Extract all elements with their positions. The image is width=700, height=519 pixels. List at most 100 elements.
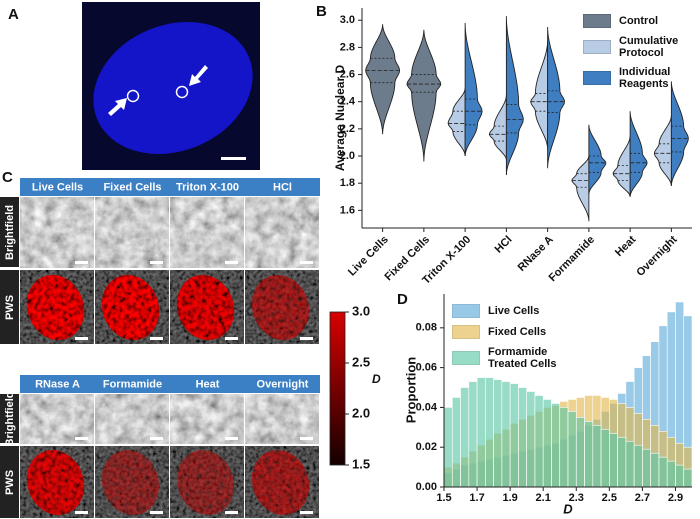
legend-entry: Individual Reagents <box>583 66 693 90</box>
histogram-bar <box>451 397 461 488</box>
roi-circle <box>126 89 140 103</box>
column-label: Triton X-100 <box>176 181 239 193</box>
violin <box>612 135 631 197</box>
x-tick-label: 2.7 <box>635 492 650 504</box>
scale-bar <box>300 437 313 440</box>
histogram-bar <box>675 464 685 488</box>
x-tick-label: Overnight <box>634 233 679 278</box>
y-tick-label: 0.04 <box>416 401 438 413</box>
y-tick-label: 1.8 <box>340 177 355 189</box>
histogram-bar <box>617 436 627 488</box>
legend: Live Cells Fixed Cells Formamide Treated C… <box>452 304 577 377</box>
histogram-bar <box>658 456 668 488</box>
column-label: Live Cells <box>32 181 83 193</box>
legend-label: Fixed Cells <box>488 326 547 338</box>
colorbar-tick-label: 2.0 <box>352 405 370 420</box>
x-tick-label: 2.3 <box>569 492 584 504</box>
nucleus-texture <box>101 450 160 515</box>
panel-label: C <box>2 169 13 186</box>
column-label: Overnight <box>257 378 309 390</box>
violin <box>670 81 689 186</box>
row-label-bg <box>0 197 19 267</box>
y-tick-label: 2.4 <box>340 96 356 108</box>
scale-bar <box>225 261 238 264</box>
scale-bar <box>300 511 313 514</box>
histogram-bar <box>526 391 536 488</box>
scale-bar <box>225 337 238 340</box>
x-tick-label: Heat <box>613 233 639 259</box>
violin <box>464 22 483 157</box>
scale-bar <box>150 511 163 514</box>
brightfield-image <box>170 394 244 444</box>
x-tick-label: 1.5 <box>436 492 451 504</box>
brightfield-image <box>245 394 319 444</box>
legend-swatch <box>583 14 611 28</box>
brightfield-image <box>245 197 319 268</box>
roi-circle <box>175 85 189 99</box>
violin <box>406 29 442 162</box>
histogram-bar <box>534 395 544 488</box>
brightfield-image <box>170 197 244 268</box>
legend-swatch <box>583 71 611 85</box>
row-label-bg <box>0 446 19 518</box>
scale-bar <box>225 511 238 514</box>
scale-bar <box>75 511 88 514</box>
scale-bar <box>150 261 163 264</box>
histogram-bar <box>592 425 602 488</box>
histogram-bar <box>575 417 585 488</box>
nucleus-texture <box>251 450 310 515</box>
histogram-bar <box>509 383 519 488</box>
panel-label: B <box>316 3 327 20</box>
nucleus-texture <box>26 450 85 515</box>
violin <box>653 115 672 186</box>
column-label: HCl <box>273 181 292 193</box>
scale-bar <box>150 437 163 440</box>
violin <box>488 94 507 161</box>
y-tick-label: 0.06 <box>416 362 437 374</box>
legend: Control Cumulative Protocol Individual Rea… <box>583 14 693 97</box>
brightfield-image <box>20 394 94 444</box>
histogram-bar <box>485 377 494 488</box>
arrow <box>189 65 208 86</box>
nucleus-texture <box>176 275 235 340</box>
panel-label: D <box>397 291 408 308</box>
histogram-bar <box>584 421 594 488</box>
row-label: Brightfield <box>4 392 16 447</box>
legend-swatch <box>452 325 480 339</box>
violin <box>447 88 466 157</box>
scale-bar <box>225 437 238 440</box>
legend-swatch <box>452 351 480 365</box>
image-grid: Live Cells Fixed Cells Triton X-100 HCl Brig… <box>0 178 320 518</box>
x-tick-label: Live Cells <box>346 234 391 279</box>
histogram-bar <box>683 468 693 488</box>
violin <box>365 24 401 135</box>
column-label: Heat <box>196 378 220 390</box>
nucleus-image <box>82 2 260 170</box>
histogram-bar <box>666 460 676 488</box>
violin <box>530 40 549 150</box>
brightfield-image <box>20 197 94 268</box>
x-tick-label: RNase A <box>516 234 556 274</box>
legend-entry: Live Cells <box>452 304 577 318</box>
histogram-bar <box>625 440 635 488</box>
y-tick-label: 1.6 <box>340 204 355 216</box>
x-axis-label: D <box>563 501 573 516</box>
colorbar <box>329 311 346 466</box>
violin <box>571 155 590 222</box>
histogram-bar <box>460 387 470 488</box>
y-tick-label: 0.02 <box>416 441 437 453</box>
histogram-bar <box>443 407 453 488</box>
brightfield-image <box>95 394 169 444</box>
column-label: Fixed Cells <box>103 181 161 193</box>
violin <box>588 124 607 195</box>
legend-label: Live Cells <box>488 305 540 317</box>
row-label: PWS <box>4 295 16 320</box>
legend-entry: Formamide Treated Cells <box>452 346 577 370</box>
brightfield-image <box>95 197 169 268</box>
violin <box>629 111 648 197</box>
column-label: Formamide <box>103 378 162 390</box>
histogram-bar <box>600 428 610 488</box>
histogram-bar <box>476 377 486 488</box>
histogram-bar <box>642 448 651 488</box>
